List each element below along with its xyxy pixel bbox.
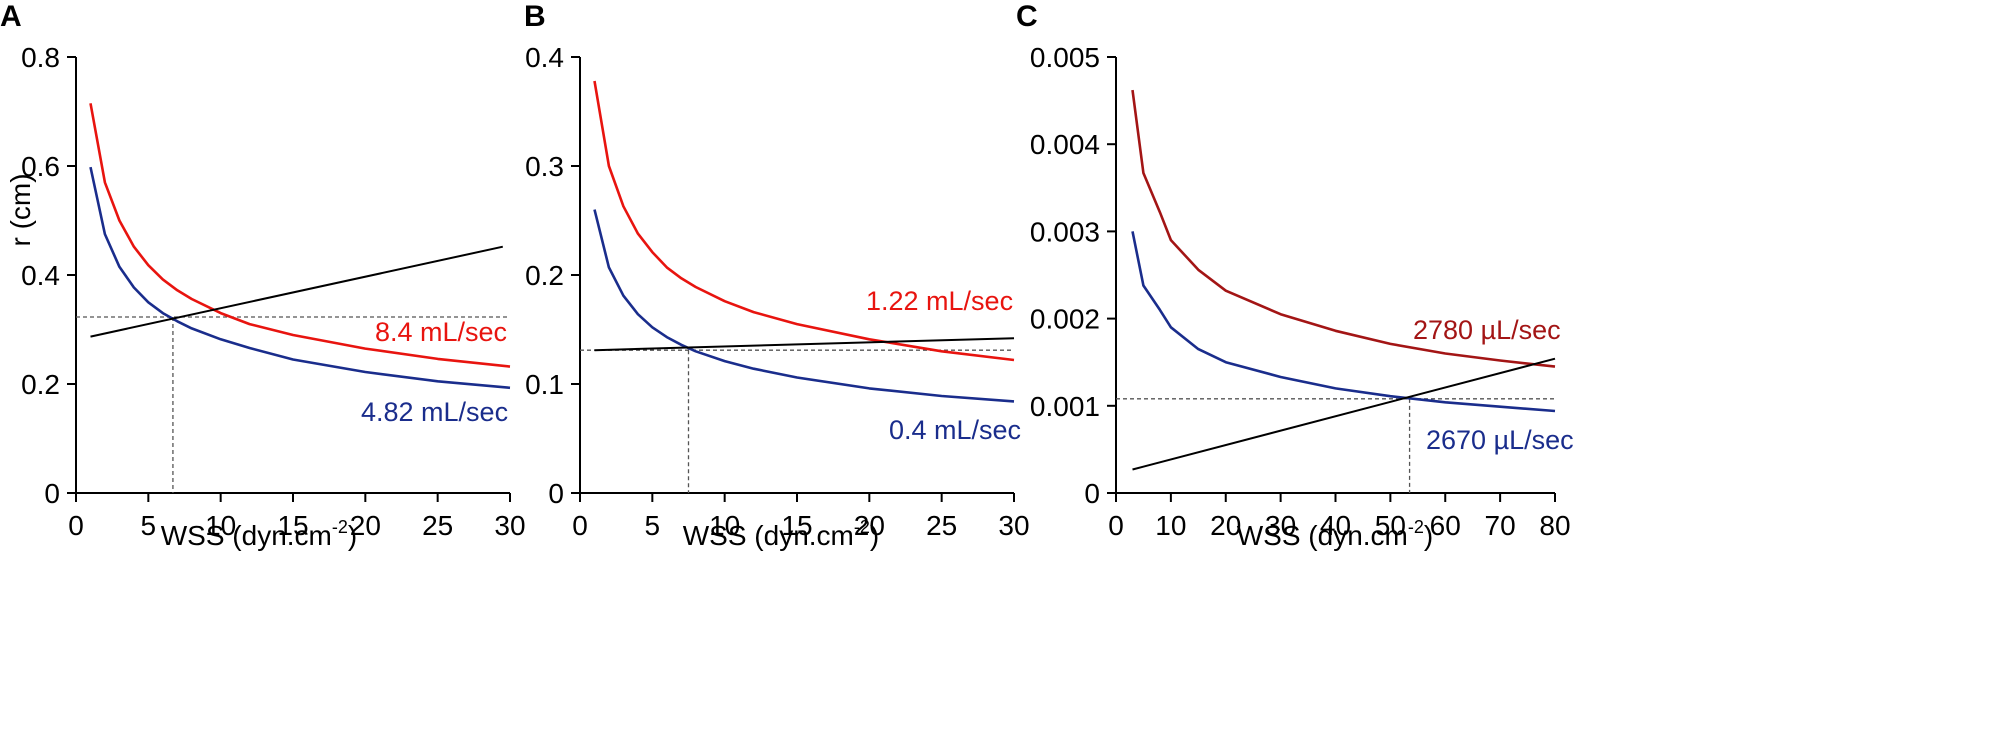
panel-c: C 0 0.001 0.002 0.003 0.004 0.005 0 10 20 30 40 50… [1016,0,1574,551]
x-tick-label-b-4: 20 [854,510,885,541]
x-tick-label-c-4: 40 [1320,510,1351,541]
x-tick-label-a-4: 20 [350,510,381,541]
x-tick-label-b-0: 0 [572,510,588,541]
x-tick-label-b-3: 15 [781,510,812,541]
x-tick-label-c-3: 30 [1265,510,1296,541]
y-tick-label-b-4: 0.4 [525,42,564,73]
guides-b [580,349,1014,493]
x-tick-label-b-2: 10 [709,510,740,541]
y-axis-title-a: r (cm) [5,173,36,246]
series-line-b-0 [593,80,1015,362]
x-tick-label-c-7: 70 [1485,510,1516,541]
series-line-a-1 [89,166,511,390]
y-tick-label-b-3: 0.3 [525,151,564,182]
panel-label-b: B [524,0,546,33]
y-ticks-b: 0 0.1 0.2 0.3 0.4 [525,42,580,509]
series-a [89,103,511,390]
y-tick-label-c-1: 0.001 [1030,391,1100,422]
x-axis-title-b: WSS (dyn.cm-2) [683,517,879,551]
y-tick-label-b-1: 0.1 [525,369,564,400]
y-tick-label-c-0: 0 [1084,478,1100,509]
x-ticks-a: 0 5 10 15 20 25 30 [68,493,526,541]
y-tick-label-b-0: 0 [548,478,564,509]
x-tick-label-a-3: 15 [277,510,308,541]
x-tick-label-c-5: 50 [1375,510,1406,541]
y-ticks-a: 0 0.2 0.4 0.6 0.8 [21,42,76,509]
y-tick-label-a-1: 0.2 [21,369,60,400]
legend-label-c-blue: 2670 µL/sec [1426,425,1574,455]
x-tick-label-b-6: 30 [998,510,1029,541]
x-tick-label-c-8: 80 [1539,510,1570,541]
y-tick-label-a-2: 0.4 [21,260,60,291]
x-tick-label-c-6: 60 [1430,510,1461,541]
x-axis-title-a-close: ) [348,520,357,551]
y-tick-label-c-4: 0.004 [1030,129,1100,160]
y-tick-label-a-4: 0.8 [21,42,60,73]
y-tick-label-a-3: 0.6 [21,151,60,182]
y-tick-label-c-5: 0.005 [1030,42,1100,73]
panel-label-c: C [1016,0,1038,33]
x-tick-label-c-0: 0 [1108,510,1124,541]
x-axis-title-a-sup: -2 [332,517,348,537]
series-c [1131,89,1556,471]
x-tick-label-a-5: 25 [422,510,453,541]
x-axis-title-c-close: ) [1424,520,1433,551]
x-tick-label-c-2: 20 [1210,510,1241,541]
panel-b: B 0 0.1 0.2 0.3 0.4 0 5 10 15 20 25 30 1.22 mL/sec… [524,0,1030,551]
panel-a: A r (cm) 0 0.2 0.4 0.6 0.8 0 5 10 15 20 25 30 8.4 … [0,0,526,551]
x-ticks-c: 0 10 20 30 40 50 60 70 80 [1108,493,1571,541]
x-axis-title-c: WSS (dyn.cm-2) [1237,517,1433,551]
x-tick-label-c-1: 10 [1155,510,1186,541]
legend-label-a-blue: 4.82 mL/sec [361,397,508,427]
x-axis-title-c-sup: -2 [1408,517,1424,537]
y-tick-label-c-3: 0.003 [1030,216,1100,247]
legend-label-a-red: 8.4 mL/sec [375,317,507,347]
legend-label-b-red: 1.22 mL/sec [866,286,1013,316]
x-axis-title-b-sup: -2 [854,517,870,537]
y-tick-label-c-2: 0.002 [1030,304,1100,335]
x-axis-title-b-close: ) [870,520,879,551]
x-tick-label-b-1: 5 [645,510,661,541]
series-line-c-0 [1131,89,1556,368]
wss-line-c [1132,357,1556,471]
x-tick-label-b-5: 25 [926,510,957,541]
y-tick-label-a-0: 0 [44,478,60,509]
series-line-c-1 [1131,231,1556,413]
x-tick-label-a-2: 10 [205,510,236,541]
series-line-a-0 [89,103,511,368]
x-axis-title-b-text: WSS (dyn.cm [683,520,854,551]
x-tick-label-a-0: 0 [68,510,84,541]
panel-label-a: A [0,0,22,33]
y-tick-label-b-2: 0.2 [525,260,564,291]
wss-line-a [90,245,504,338]
wss-line-b [594,337,1015,352]
y-ticks-c: 0 0.001 0.002 0.003 0.004 0.005 [1030,42,1116,509]
guides-a [76,316,510,493]
x-tick-label-a-1: 5 [141,510,157,541]
guides-c [1116,398,1555,493]
x-axis-title-c-text: WSS (dyn.cm [1237,520,1408,551]
x-ticks-b: 0 5 10 15 20 25 30 [572,493,1030,541]
legend-label-c-red: 2780 µL/sec [1413,315,1561,345]
legend-label-b-blue: 0.4 mL/sec [889,415,1021,445]
x-axis-title-a: WSS (dyn.cm-2) [161,517,357,551]
x-axis-title-a-text: WSS (dyn.cm [161,520,332,551]
series-b [593,80,1015,403]
x-tick-label-a-6: 30 [494,510,525,541]
